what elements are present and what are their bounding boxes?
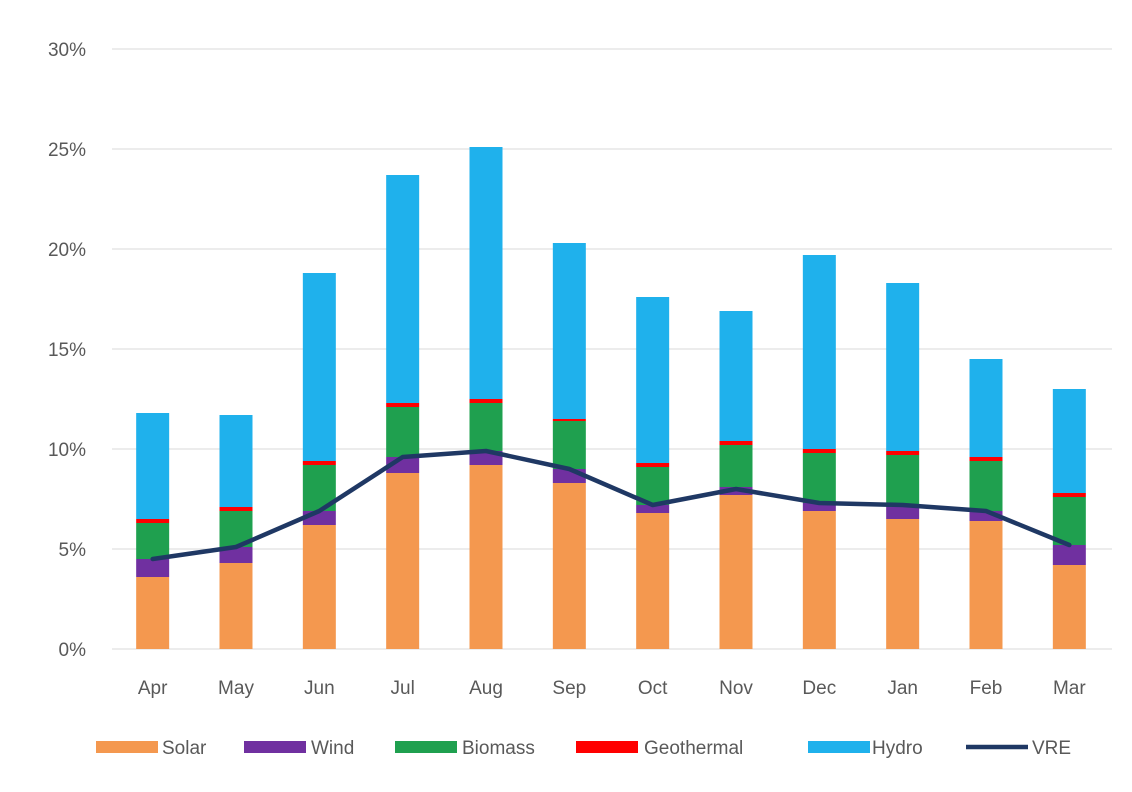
bar-segment-geothermal [719,441,753,445]
bar-segment-biomass [469,403,503,451]
legend-swatch-hydro [808,741,870,753]
gridlines [112,48,1112,650]
x-tick-label: Mar [1053,678,1086,699]
vre-line-layer [150,448,1072,562]
bar-segment-wind [886,507,920,519]
legend-label-solar: Solar [162,738,207,759]
x-tick-label: Dec [802,678,836,699]
bar-segment-geothermal [886,451,920,455]
vre-line [150,448,1072,562]
bar-segment-hydro [302,273,336,461]
bar-segment-solar [386,473,420,649]
bar-segment-geothermal [636,463,670,467]
bar-segment-solar [1052,565,1086,649]
bar-segment-wind [636,505,670,513]
bar-segment-hydro [969,359,1003,457]
bar-segment-hydro [636,297,670,463]
bar-segment-geothermal [136,519,170,523]
y-tick-label: 0% [59,640,87,661]
y-tick-label: 30% [48,40,86,61]
x-tick-label: Apr [138,678,168,699]
bar-segment-biomass [969,461,1003,511]
bar-segment-wind [1052,545,1086,565]
bar-segment-hydro [886,283,920,451]
bar-segment-solar [469,465,503,649]
x-tick-label: Oct [638,678,668,699]
bar-segment-biomass [802,453,836,503]
bar-segment-biomass [386,407,420,457]
legend-swatch-geothermal [576,741,638,753]
bar-segment-hydro [802,255,836,449]
y-tick-label: 15% [48,340,86,361]
bar-segment-solar [886,519,920,649]
bar-segment-solar [802,511,836,649]
y-tick-label: 25% [48,140,86,161]
legend: Solar Wind Biomass Geothermal Hydro VRE [96,738,1071,759]
y-tick-label: 10% [48,440,86,461]
bar-segment-hydro [469,147,503,399]
x-tick-label: May [218,678,254,699]
y-axis-ticks: 0% 5% 10% 15% 20% 25% 30% [48,40,86,661]
bar-segment-geothermal [552,419,586,421]
bar-segment-wind [219,547,253,563]
bar-segment-geothermal [386,403,420,407]
bar-segment-biomass [719,445,753,487]
legend-swatch-biomass [395,741,457,753]
legend-swatch-wind [244,741,306,753]
x-tick-label: Jul [391,678,415,699]
x-tick-label: Nov [719,678,753,699]
bar-segment-hydro [1052,389,1086,493]
bar-segment-geothermal [969,457,1003,461]
bar-segment-solar [302,525,336,649]
bar-segment-wind [136,559,170,577]
legend-label-biomass: Biomass [462,738,535,759]
bar-segment-solar [219,563,253,649]
y-tick-label: 20% [48,240,86,261]
bar-segment-solar [552,483,586,649]
bar-segment-geothermal [302,461,336,465]
bar-segment-biomass [886,455,920,507]
bar-segment-solar [136,577,170,649]
bar-segment-biomass [1052,497,1086,545]
legend-label-vre: VRE [1032,738,1071,759]
bar-segment-wind [802,503,836,511]
bar-segment-hydro [386,175,420,403]
x-tick-label: Jun [304,678,335,699]
bar-segment-biomass [136,523,170,559]
bar-segment-geothermal [802,449,836,453]
bar-segment-geothermal [219,507,253,511]
bar-segment-biomass [552,421,586,469]
bar-segment-wind [969,511,1003,521]
bar-segment-geothermal [1052,493,1086,497]
bar-segment-hydro [719,311,753,441]
legend-label-wind: Wind [311,738,354,759]
x-tick-label: Feb [970,678,1003,699]
bar-segment-hydro [219,415,253,507]
bar-segment-hydro [136,413,170,519]
x-axis-ticks: Apr May Jun Jul Aug Sep Oct Nov Dec Jan Feb Mar [138,678,1086,699]
x-tick-label: Jan [887,678,918,699]
legend-label-geothermal: Geothermal [644,738,743,759]
bar-segment-geothermal [469,399,503,403]
bars [136,147,1086,649]
legend-label-hydro: Hydro [872,738,923,759]
y-tick-label: 5% [59,540,87,561]
bar-segment-solar [636,513,670,649]
legend-swatch-solar [96,741,158,753]
x-tick-label: Aug [469,678,503,699]
bar-segment-solar [719,495,753,649]
bar-segment-solar [969,521,1003,649]
x-tick-label: Sep [552,678,586,699]
bar-segment-hydro [552,243,586,419]
